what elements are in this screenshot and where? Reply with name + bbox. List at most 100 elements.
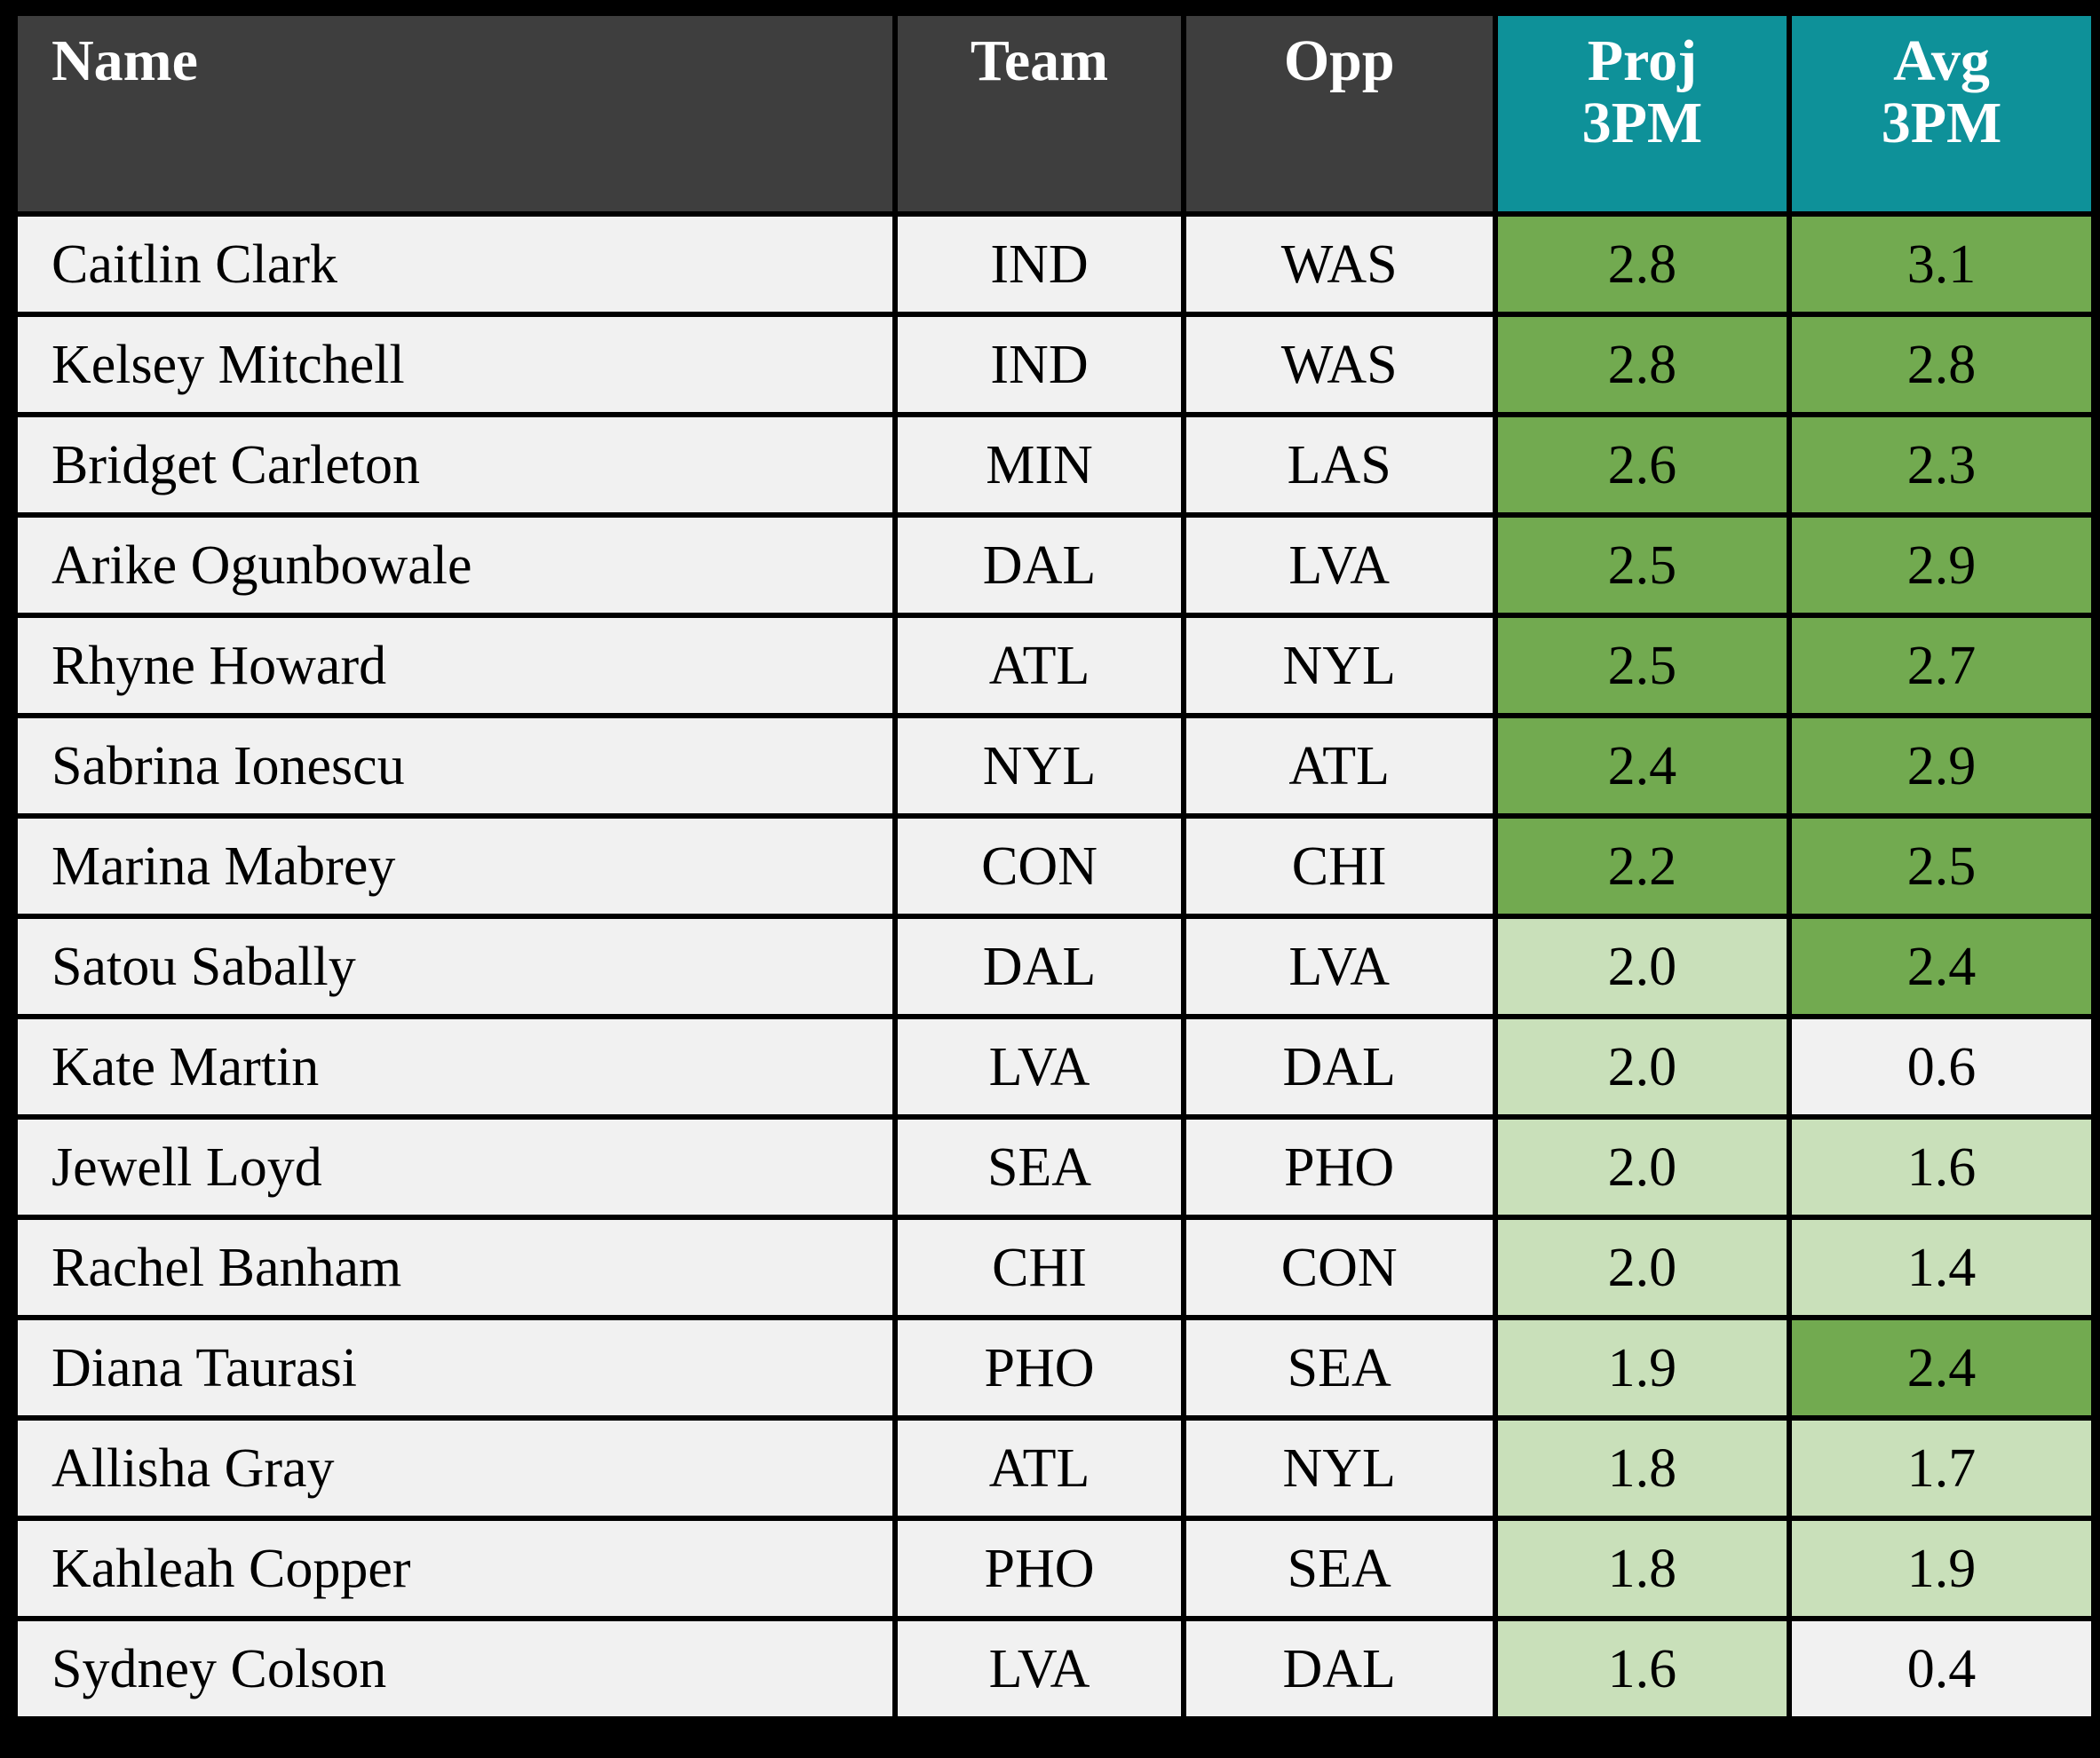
table-row: Satou Sabally DAL LVA 2.0 2.4 [12, 914, 2096, 1019]
proj-3pm-cell: 1.8 [1492, 1415, 1793, 1521]
table-row: Diana Taurasi PHO SEA 1.9 2.4 [12, 1315, 2096, 1421]
team-cell: SEA [892, 1114, 1186, 1220]
proj-3pm-cell: 2.0 [1492, 914, 1793, 1019]
table-row: Marina Mabrey CON CHI 2.2 2.5 [12, 813, 2096, 919]
opp-cell: WAS [1180, 312, 1498, 417]
avg-3pm-cell: 2.4 [1787, 1315, 2096, 1421]
table-row: Arike Ogunbowale DAL LVA 2.5 2.9 [12, 512, 2096, 618]
column-header-avg-3pm: Avg 3PM [1787, 11, 2096, 217]
table-row: Jewell Loyd SEA PHO 2.0 1.6 [12, 1114, 2096, 1220]
avg-3pm-cell: 2.3 [1787, 412, 2096, 518]
proj-3pm-cell: 2.8 [1492, 211, 1793, 317]
avg-3pm-cell: 3.1 [1787, 211, 2096, 317]
proj-3pm-cell: 1.6 [1492, 1616, 1793, 1722]
opp-cell: NYL [1180, 613, 1498, 718]
avg-3pm-cell: 0.6 [1787, 1014, 2096, 1120]
proj-3pm-cell: 1.9 [1492, 1315, 1793, 1421]
player-name-cell: Kate Martin [12, 1014, 899, 1120]
opp-cell: WAS [1180, 211, 1498, 317]
team-cell: LVA [892, 1616, 1186, 1722]
opp-cell: DAL [1180, 1616, 1498, 1722]
proj-3pm-cell: 2.0 [1492, 1114, 1793, 1220]
table-row: Allisha Gray ATL NYL 1.8 1.7 [12, 1415, 2096, 1521]
opp-cell: SEA [1180, 1315, 1498, 1421]
opp-cell: DAL [1180, 1014, 1498, 1120]
proj-3pm-cell: 2.0 [1492, 1014, 1793, 1120]
team-cell: MIN [892, 412, 1186, 518]
opp-cell: LVA [1180, 512, 1498, 618]
avg-3pm-cell: 2.9 [1787, 713, 2096, 819]
header-line-avg-unit: 3PM [1881, 90, 2002, 155]
avg-3pm-cell: 2.9 [1787, 512, 2096, 618]
avg-3pm-cell: 0.4 [1787, 1616, 2096, 1722]
team-cell: DAL [892, 512, 1186, 618]
opp-cell: CHI [1180, 813, 1498, 919]
team-cell: ATL [892, 1415, 1186, 1521]
opp-cell: ATL [1180, 713, 1498, 819]
table-row: Kelsey Mitchell IND WAS 2.8 2.8 [12, 312, 2096, 417]
avg-3pm-cell: 1.9 [1787, 1516, 2096, 1621]
player-name-cell: Sydney Colson [12, 1616, 899, 1722]
player-name-cell: Marina Mabrey [12, 813, 899, 919]
opp-cell: PHO [1180, 1114, 1498, 1220]
header-row: Name Team Opp Proj 3PM Avg 3PM [12, 11, 2096, 217]
header-line-proj: Proj [1587, 28, 1698, 93]
projections-table: Name Team Opp Proj 3PM Avg 3PM Caitlin C… [12, 11, 2096, 1722]
team-cell: CON [892, 813, 1186, 919]
table-row: Sabrina Ionescu NYL ATL 2.4 2.9 [12, 713, 2096, 819]
column-header-proj-3pm: Proj 3PM [1492, 11, 1793, 217]
table-row: Caitlin Clark IND WAS 2.8 3.1 [12, 211, 2096, 317]
opp-cell: LAS [1180, 412, 1498, 518]
opp-cell: LVA [1180, 914, 1498, 1019]
team-cell: NYL [892, 713, 1186, 819]
player-name-cell: Allisha Gray [12, 1415, 899, 1521]
team-cell: IND [892, 211, 1186, 317]
team-cell: LVA [892, 1014, 1186, 1120]
proj-3pm-cell: 2.5 [1492, 613, 1793, 718]
team-cell: CHI [892, 1215, 1186, 1320]
proj-3pm-cell: 2.8 [1492, 312, 1793, 417]
player-name-cell: Satou Sabally [12, 914, 899, 1019]
opp-cell: SEA [1180, 1516, 1498, 1621]
player-name-cell: Bridget Carleton [12, 412, 899, 518]
avg-3pm-cell: 1.7 [1787, 1415, 2096, 1521]
header-line-avg: Avg [1893, 28, 1990, 93]
player-name-cell: Kahleah Copper [12, 1516, 899, 1621]
opp-cell: CON [1180, 1215, 1498, 1320]
proj-3pm-cell: 2.4 [1492, 713, 1793, 819]
player-name-cell: Caitlin Clark [12, 211, 899, 317]
proj-3pm-cell: 1.8 [1492, 1516, 1793, 1621]
proj-3pm-cell: 2.0 [1492, 1215, 1793, 1320]
opp-cell: NYL [1180, 1415, 1498, 1521]
player-name-cell: Diana Taurasi [12, 1315, 899, 1421]
table-body: Caitlin Clark IND WAS 2.8 3.1 Kelsey Mit… [12, 211, 2096, 1722]
avg-3pm-cell: 2.5 [1787, 813, 2096, 919]
table-row: Kahleah Copper PHO SEA 1.8 1.9 [12, 1516, 2096, 1621]
avg-3pm-cell: 1.6 [1787, 1114, 2096, 1220]
column-header-name: Name [12, 11, 899, 217]
avg-3pm-cell: 1.4 [1787, 1215, 2096, 1320]
column-header-team: Team [892, 11, 1186, 217]
table-row: Kate Martin LVA DAL 2.0 0.6 [12, 1014, 2096, 1120]
avg-3pm-cell: 2.8 [1787, 312, 2096, 417]
table-row: Rhyne Howard ATL NYL 2.5 2.7 [12, 613, 2096, 718]
proj-3pm-cell: 2.2 [1492, 813, 1793, 919]
player-name-cell: Jewell Loyd [12, 1114, 899, 1220]
table-row: Sydney Colson LVA DAL 1.6 0.4 [12, 1616, 2096, 1722]
player-name-cell: Rhyne Howard [12, 613, 899, 718]
table-row: Bridget Carleton MIN LAS 2.6 2.3 [12, 412, 2096, 518]
avg-3pm-cell: 2.4 [1787, 914, 2096, 1019]
player-name-cell: Rachel Banham [12, 1215, 899, 1320]
column-header-opp: Opp [1180, 11, 1498, 217]
proj-3pm-cell: 2.5 [1492, 512, 1793, 618]
avg-3pm-cell: 2.7 [1787, 613, 2096, 718]
table-row: Rachel Banham CHI CON 2.0 1.4 [12, 1215, 2096, 1320]
player-name-cell: Arike Ogunbowale [12, 512, 899, 618]
team-cell: ATL [892, 613, 1186, 718]
team-cell: IND [892, 312, 1186, 417]
player-name-cell: Kelsey Mitchell [12, 312, 899, 417]
header-line-proj-unit: 3PM [1581, 90, 1703, 155]
team-cell: PHO [892, 1315, 1186, 1421]
team-cell: DAL [892, 914, 1186, 1019]
player-name-cell: Sabrina Ionescu [12, 713, 899, 819]
